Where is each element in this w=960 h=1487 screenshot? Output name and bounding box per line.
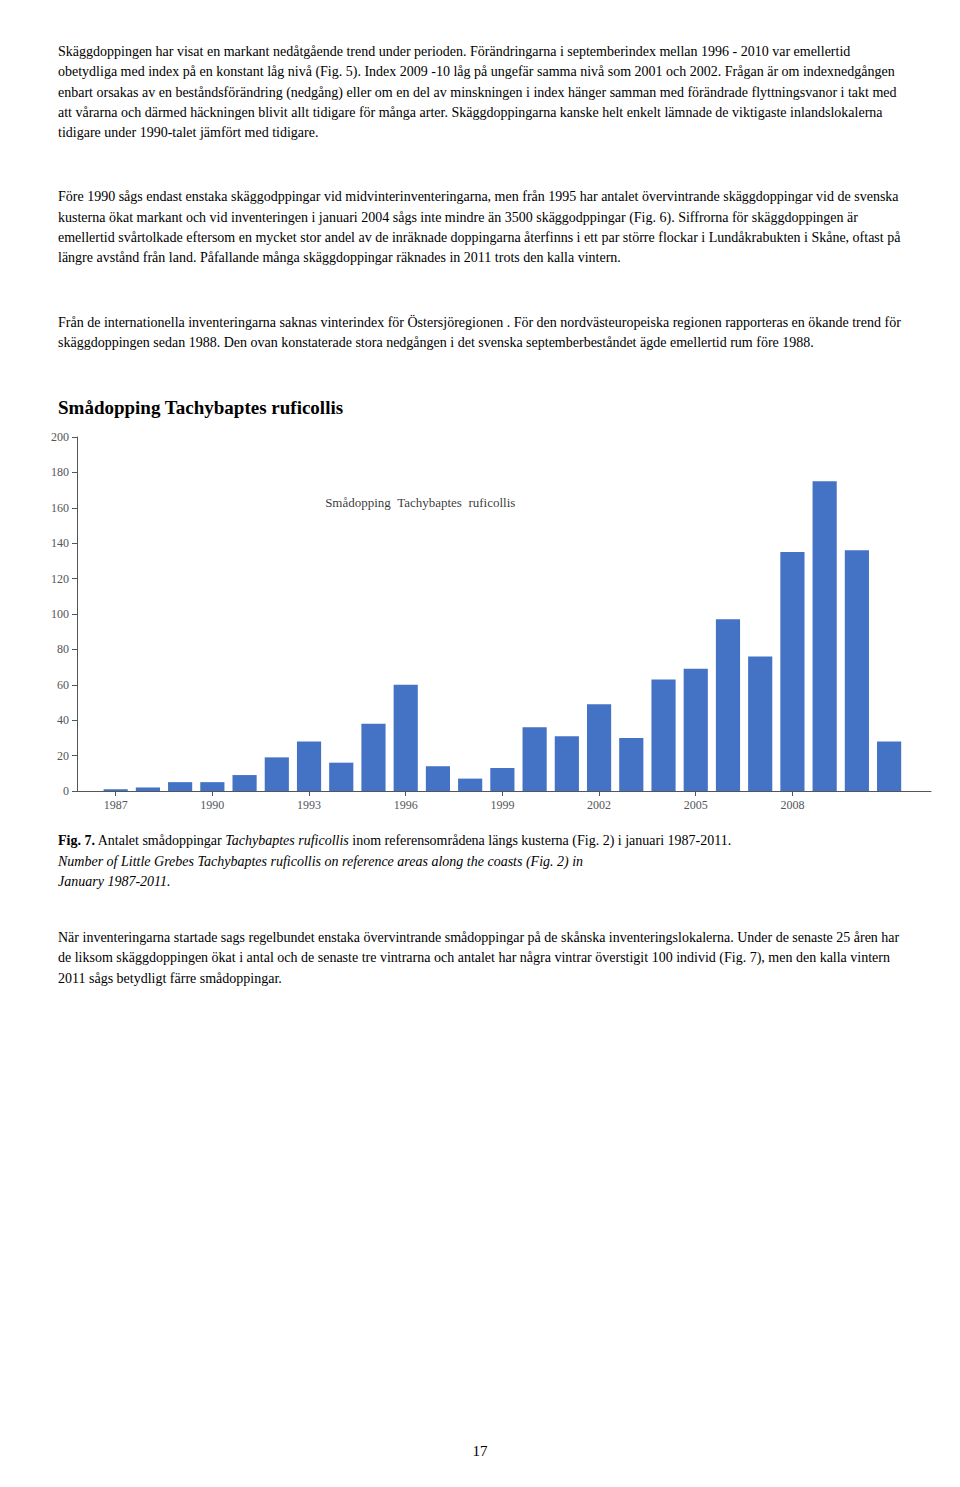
html-text:Skäggdoppingen har visat en ma: Skäggdoppingen har visat en markant nedå… — [58, 44, 897, 141]
svg-text:0: 0 — [63, 784, 69, 798]
svg-text:80: 80 — [57, 643, 69, 657]
svg-text:60: 60 — [57, 678, 69, 692]
svg-text:2002: 2002 — [587, 798, 611, 812]
svg-text:100: 100 — [51, 607, 69, 621]
html-text:Före 1990 sågs endast enstaka: Före 1990 sågs endast enstaka skäggodppi… — [58, 189, 901, 266]
svg-text:2005: 2005 — [684, 798, 708, 812]
html-text:Number of Little Grebes Tachyb: Number of Little Grebes Tachybaptes rufi… — [58, 853, 584, 869]
svg-text:1993: 1993 — [297, 798, 321, 812]
svg-text:Smådopping Tachybaptes rufic: Smådopping Tachybaptes ruficollis — [325, 495, 515, 510]
svg-text:160: 160 — [51, 501, 69, 515]
svg-text:180: 180 — [51, 466, 69, 480]
svg-text:140: 140 — [51, 536, 69, 550]
html-text:Fig. 7. Antalet smådoppingar T: Fig. 7. Antalet smådoppingar Tachybaptes… — [58, 833, 732, 849]
html-text:Smådopping Tachybaptes ruficol: Smådopping Tachybaptes ruficollis — [58, 397, 344, 419]
svg-text:40: 40 — [57, 713, 69, 727]
html-text:17: 17 — [472, 1443, 488, 1459]
html-text:January 1987-2011.: January 1987-2011. — [58, 873, 171, 889]
svg-text:2008: 2008 — [780, 798, 804, 812]
svg-text:20: 20 — [57, 749, 69, 763]
svg-text:1987: 1987 — [104, 798, 128, 812]
html-text:Från de internationella invent: Från de internationella inventeringarna … — [58, 314, 901, 350]
svg-text:1999: 1999 — [490, 798, 514, 812]
svg-text:120: 120 — [51, 572, 69, 586]
html-text:När inventeringarna startade s: När inventeringarna startade sags regelb… — [58, 930, 900, 986]
svg-text:1996: 1996 — [394, 798, 418, 812]
svg-text:200: 200 — [51, 430, 69, 444]
svg-text:1990: 1990 — [200, 798, 224, 812]
